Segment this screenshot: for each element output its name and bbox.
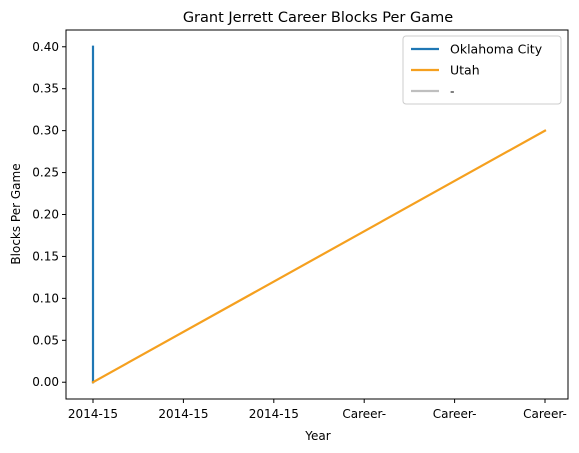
- y-tick-label: 0.20: [32, 208, 59, 222]
- legend: Oklahoma City Utah -: [402, 35, 562, 105]
- y-tick-label: 0.35: [32, 82, 59, 96]
- x-tick-label: Career-: [342, 407, 386, 421]
- x-tick-label: Career-: [523, 407, 567, 421]
- x-tick-label: Career-: [433, 407, 477, 421]
- y-axis: 0.00 0.05 0.10 0.15 0.20 0.25 0.30 0.35 0.40: [32, 40, 66, 389]
- series-line-2: [91, 129, 547, 384]
- x-axis-label: Year: [304, 429, 330, 443]
- y-tick-label: 0.40: [32, 40, 59, 54]
- legend-label: -: [450, 84, 455, 99]
- y-tick-label: 0.15: [32, 249, 59, 263]
- x-tick-label: 2014-15: [68, 407, 118, 421]
- x-axis: 2014-15 2014-15 2014-15 Career- Career- Caree…: [68, 399, 567, 421]
- x-tick-label: 2014-15: [249, 407, 299, 421]
- y-tick-label: 0.05: [32, 333, 59, 347]
- x-tick-label: 2014-15: [158, 407, 208, 421]
- legend-label: Oklahoma City: [450, 42, 543, 57]
- chart-title: Grant Jerrett Career Blocks Per Game: [183, 10, 453, 26]
- y-axis-label: Blocks Per Game: [9, 163, 23, 264]
- y-tick-label: 0.30: [32, 124, 59, 138]
- y-tick-label: 0.25: [32, 166, 59, 180]
- legend-box: [402, 35, 562, 105]
- series-layer: [91, 45, 547, 384]
- y-tick-label: 0.10: [32, 291, 59, 305]
- legend-label: Utah: [450, 63, 480, 78]
- y-tick-label: 0.00: [32, 375, 59, 389]
